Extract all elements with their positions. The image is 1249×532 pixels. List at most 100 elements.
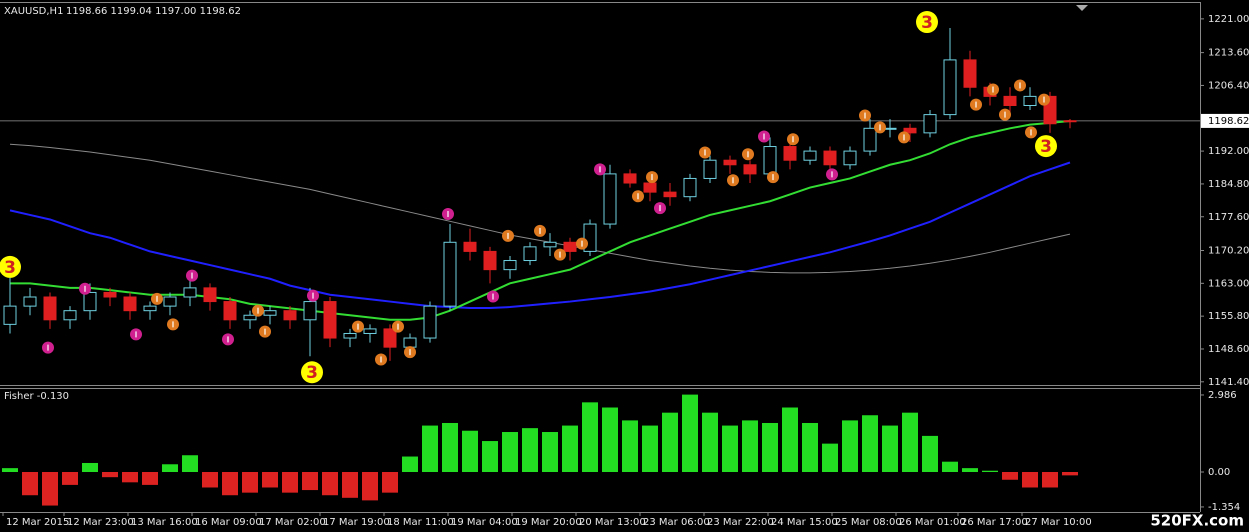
fisher-bar (602, 407, 618, 473)
fisher-bar (442, 422, 458, 473)
fisher-bar (822, 443, 838, 473)
x-tick-label: 20 Mar 13:00 (579, 517, 646, 528)
fisher-bar (322, 472, 338, 496)
fisher-bar (422, 425, 438, 473)
fisher-bar (542, 432, 558, 473)
candle-body (523, 246, 537, 262)
y-tick-label: 1213.60 (1208, 48, 1249, 59)
fisher-bar (1022, 472, 1038, 488)
y-tick-label: 1177.60 (1208, 212, 1249, 223)
candle-body (23, 296, 37, 307)
watermark: 520FX.com (1150, 512, 1244, 530)
x-tick-label: 24 Mar 15:00 (771, 517, 838, 528)
y-tick-label: 1163.00 (1208, 278, 1249, 289)
y-tick-label: -1.354 (1208, 502, 1240, 513)
y-tick-label: 1221.00 (1208, 14, 1249, 25)
y-tick-label: 1192.00 (1208, 146, 1249, 157)
fisher-bar (202, 472, 218, 488)
candle-body (103, 291, 117, 298)
fisher-bar (682, 394, 698, 473)
candle-body (1063, 120, 1077, 123)
candle-body (943, 59, 957, 116)
candle-body (443, 241, 457, 307)
candle-body (603, 173, 617, 225)
wave-marker (301, 361, 323, 384)
wave-marker (916, 11, 938, 34)
candle-body (323, 301, 337, 339)
candle-body (843, 150, 857, 166)
fisher-bar (802, 422, 818, 473)
y-tick-label: 1206.40 (1208, 80, 1249, 91)
candle-body (423, 305, 437, 339)
candle-body (763, 146, 777, 175)
candle-body (483, 250, 497, 271)
candle-body (463, 241, 477, 252)
y-tick-label: 2.986 (1208, 390, 1237, 401)
candle-body (203, 287, 217, 303)
fisher-bar (182, 455, 198, 473)
fisher-bar (622, 420, 638, 473)
wave-label: 3 (921, 13, 933, 33)
current-price-box (1201, 113, 1249, 128)
x-tick-label: 19 Mar 04:00 (451, 517, 518, 528)
x-tick-label: 16 Mar 09:00 (195, 517, 262, 528)
candle-body (563, 241, 577, 252)
x-tick-label: 26 Mar 17:00 (961, 517, 1028, 528)
fisher-bar (82, 462, 98, 473)
fisher-bar (882, 425, 898, 473)
fisher-bar (1062, 472, 1078, 476)
x-tick-label: 13 Mar 16:00 (131, 517, 198, 528)
x-tick-label: 12 Mar 23:00 (67, 517, 134, 528)
fisher-bar (522, 428, 538, 473)
fisher-bar (842, 420, 858, 473)
candle-body (823, 150, 837, 166)
fisher-bar (482, 441, 498, 473)
candle-body (83, 291, 97, 312)
fisher-bar (22, 472, 38, 496)
fisher-bar (502, 432, 518, 473)
fisher-bar (562, 425, 578, 473)
candle-body (963, 59, 977, 88)
candle-body (243, 314, 257, 321)
fisher-bar (162, 464, 178, 473)
candle-body (683, 177, 697, 198)
x-tick-label: 19 Mar 20:00 (515, 517, 582, 528)
candle-body (43, 296, 57, 321)
candle-body (3, 305, 17, 325)
candle-body (743, 164, 757, 175)
fisher-bar (402, 456, 418, 473)
fisher-bar (142, 472, 158, 485)
fisher-bar (742, 420, 758, 473)
fisher-bar (282, 472, 298, 493)
moving-average (9, 143, 1071, 274)
fisher-bar (782, 407, 798, 473)
indicator-title: Fisher -0.130 (4, 391, 69, 402)
fisher-bar (922, 435, 938, 473)
fisher-bar (342, 472, 358, 498)
y-tick-label: 1184.80 (1208, 179, 1249, 190)
fisher-bar (2, 468, 18, 473)
candle-body (703, 159, 717, 179)
candle-body (643, 182, 657, 193)
ohlc: 1198.66 1199.04 1197.00 1198.62 (66, 6, 241, 17)
y-tick-label: 1155.80 (1208, 311, 1249, 322)
fisher-bar (702, 412, 718, 473)
fisher-bar (302, 472, 318, 491)
candle-body (123, 296, 137, 312)
fisher-bar (982, 470, 998, 473)
candle-body (863, 127, 877, 152)
moving-average (9, 161, 1071, 309)
fisher-bar (362, 472, 378, 501)
fisher-bar (662, 412, 678, 473)
candle-body (663, 191, 677, 198)
shift-marker (1076, 5, 1088, 11)
fisher-bar (242, 472, 258, 493)
x-tick-label: 25 Mar 08:00 (835, 517, 902, 528)
x-tick-label: 17 Mar 19:00 (323, 517, 390, 528)
candle-body (263, 310, 277, 316)
candle-body (383, 328, 397, 348)
fisher-bar (582, 402, 598, 473)
fisher-bar (1002, 472, 1018, 480)
